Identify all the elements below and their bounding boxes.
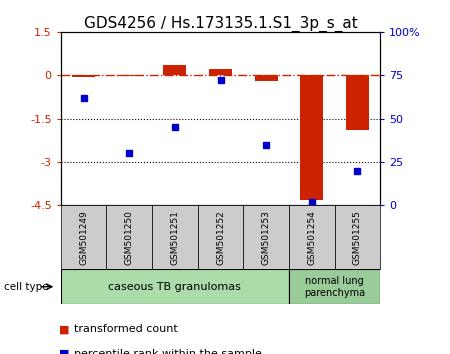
Text: transformed count: transformed count xyxy=(74,324,178,334)
Bar xyxy=(198,205,243,269)
Bar xyxy=(243,205,289,269)
Text: GSM501255: GSM501255 xyxy=(353,210,362,265)
Bar xyxy=(106,205,152,269)
Bar xyxy=(209,69,232,75)
Text: GSM501249: GSM501249 xyxy=(79,210,88,264)
Text: GSM501251: GSM501251 xyxy=(171,210,180,265)
Text: normal lung
parenchyma: normal lung parenchyma xyxy=(304,276,365,298)
Bar xyxy=(61,205,106,269)
Text: caseous TB granulomas: caseous TB granulomas xyxy=(108,282,241,292)
Bar xyxy=(346,75,369,130)
Text: ■: ■ xyxy=(58,324,69,334)
Bar xyxy=(61,269,289,304)
Bar xyxy=(163,65,186,75)
Bar xyxy=(152,205,198,269)
Bar xyxy=(72,75,95,77)
Bar xyxy=(118,75,140,76)
Text: cell type: cell type xyxy=(4,282,49,292)
Title: GDS4256 / Hs.173135.1.S1_3p_s_at: GDS4256 / Hs.173135.1.S1_3p_s_at xyxy=(84,16,357,32)
Text: percentile rank within the sample: percentile rank within the sample xyxy=(74,349,262,354)
Text: GSM501254: GSM501254 xyxy=(307,210,316,264)
Text: GSM501252: GSM501252 xyxy=(216,210,225,264)
Text: GSM501253: GSM501253 xyxy=(261,210,270,265)
Bar xyxy=(335,205,380,269)
Bar xyxy=(301,75,323,200)
Bar xyxy=(289,269,380,304)
Text: ■: ■ xyxy=(58,349,69,354)
Text: GSM501250: GSM501250 xyxy=(125,210,134,265)
Bar xyxy=(255,75,278,81)
Bar xyxy=(289,205,335,269)
